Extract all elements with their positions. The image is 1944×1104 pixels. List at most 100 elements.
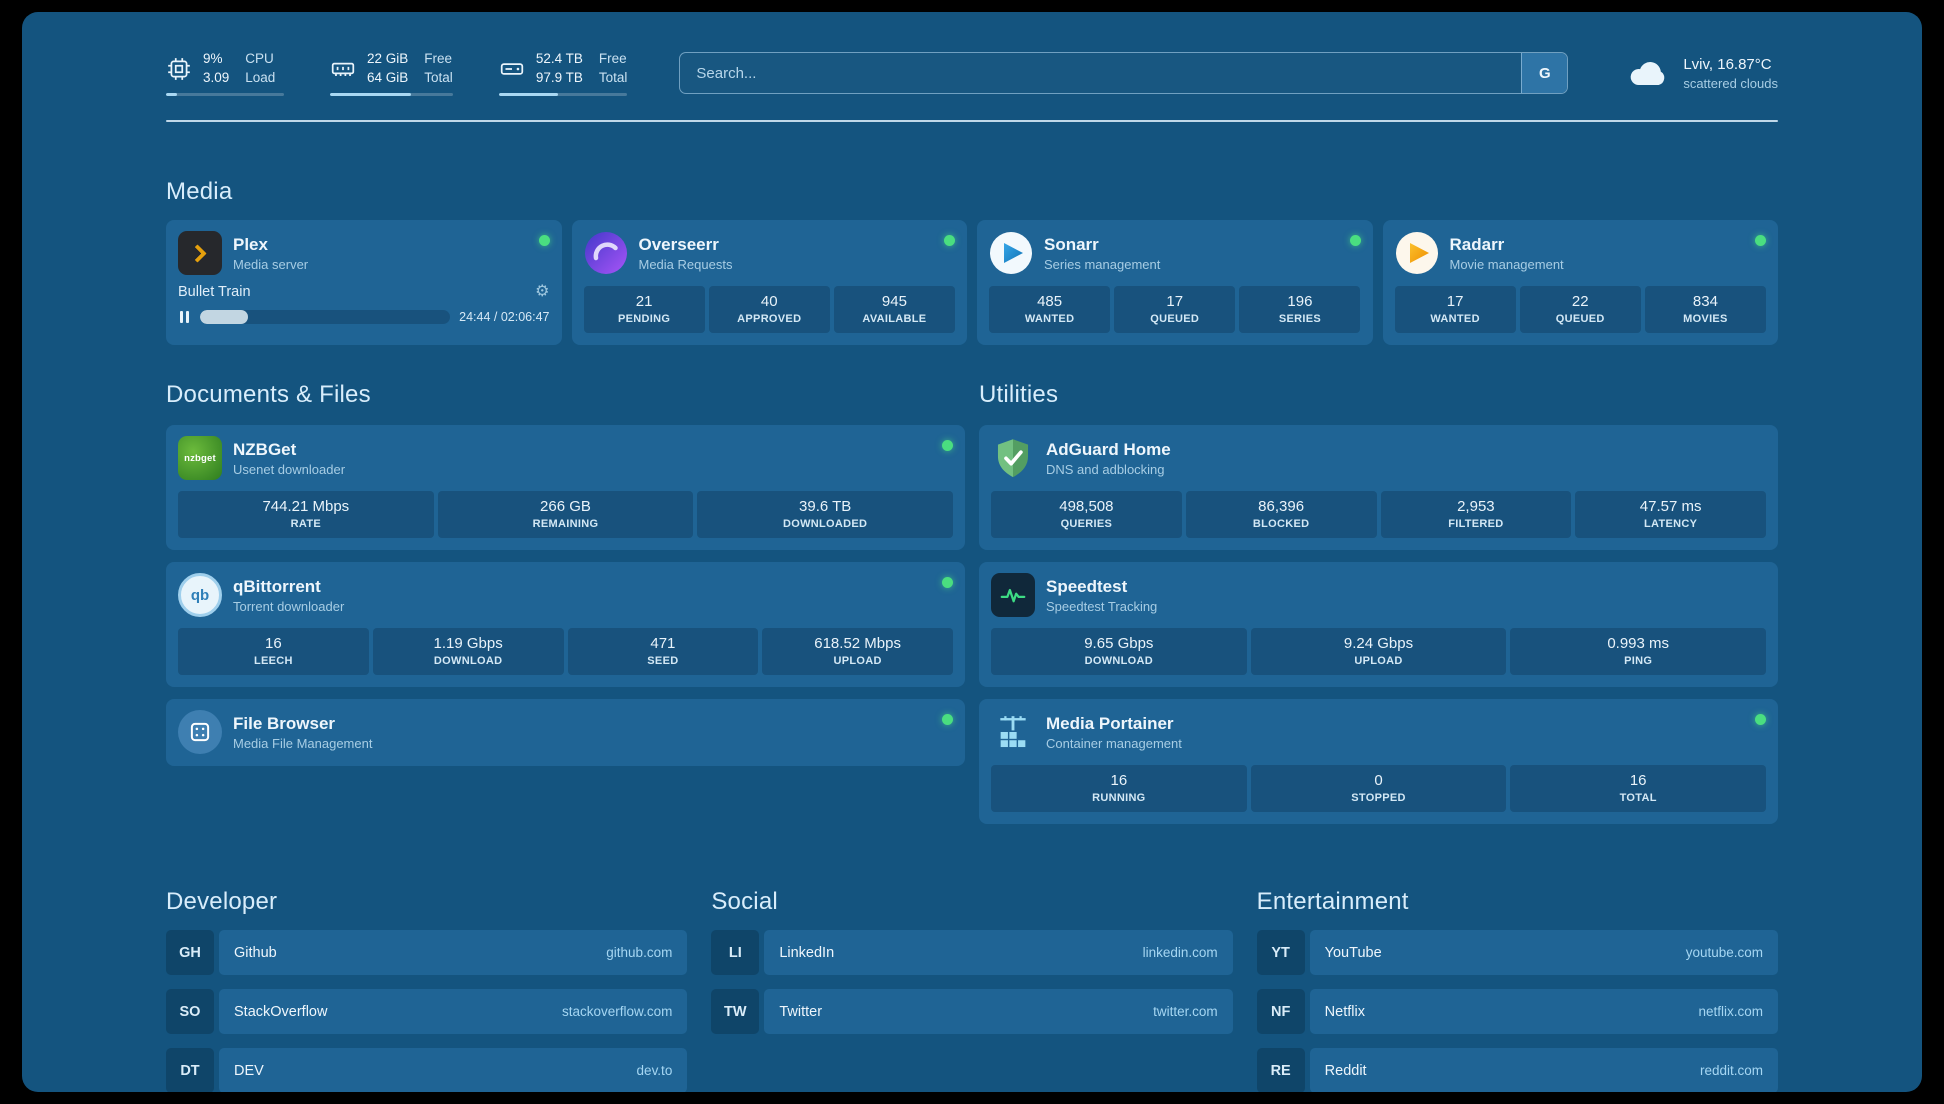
disk-usage-bar — [498, 93, 628, 97]
stat-label: RUNNING — [1092, 792, 1146, 804]
stat-upload: 618.52 Mbps UPLOAD — [762, 628, 953, 675]
stat-label: UPLOAD — [833, 655, 882, 667]
stat-value: 16 — [1110, 772, 1128, 789]
stat-label: QUERIES — [1060, 518, 1113, 530]
section-title-entertainment: Entertainment — [1256, 888, 1409, 915]
ram-usage-bar — [330, 93, 453, 97]
bookmark-dev[interactable]: DT DEV dev.to — [166, 1048, 688, 1092]
stat-value: 86,396 — [1258, 498, 1305, 515]
now-playing-title: Bullet Train — [178, 284, 251, 300]
stat-downloaded: 39.6 TB DOWNLOADED — [697, 491, 953, 538]
bookmark-bar: DEV dev.to — [219, 1048, 688, 1092]
stat-label: UPLOAD — [1354, 655, 1403, 667]
service-card-adguard[interactable]: AdGuard Home DNS and adblocking 498,508 … — [979, 425, 1778, 550]
ram-label-bottom: Total — [424, 69, 453, 85]
stat-label: RATE — [290, 518, 321, 530]
service-card-nzbget[interactable]: nzbget NZBGet Usenet downloader 744.21 M… — [166, 425, 965, 550]
disk-label-top: Free — [598, 50, 627, 66]
disk-label-bottom: Total — [598, 69, 628, 85]
bookmark-stackoverflow[interactable]: SO StackOverflow stackoverflow.com — [166, 989, 688, 1034]
bookmark-group-social: Social LI LinkedIn linkedin.com TW Twitt… — [711, 888, 1233, 1034]
stat-download: 1.19 Gbps DOWNLOAD — [372, 628, 564, 675]
bookmark-abbr: SO — [166, 989, 214, 1034]
ram-value-free: 22 GiB — [367, 50, 409, 66]
cloud-icon — [1626, 57, 1670, 89]
service-subtitle: Movie management — [1449, 256, 1564, 272]
service-card-radarr[interactable]: Radarr Movie management 17 WANTED 22 QUE… — [1382, 220, 1778, 345]
service-card-speedtest[interactable]: Speedtest Speedtest Tracking 9.65 Gbps D… — [979, 562, 1778, 687]
service-card-filebrowser[interactable]: File Browser Media File Management — [166, 699, 965, 766]
stat-label: TOTAL — [1619, 792, 1657, 804]
documents-column: Documents & Files nzbget NZBGet Usenet d… — [166, 381, 965, 766]
service-subtitle: Usenet downloader — [233, 461, 346, 477]
adguard-icon — [991, 436, 1035, 480]
stat-label: DOWNLOAD — [1084, 655, 1154, 667]
service-card-overseerr[interactable]: Overseerr Media Requests 21 PENDING 40 A… — [571, 220, 967, 345]
stat-label: REMAINING — [532, 518, 599, 530]
status-dot — [942, 440, 953, 451]
portainer-icon — [991, 710, 1035, 754]
service-card-plex[interactable]: Plex Media server Bullet Train ⚙ 24:44 /… — [166, 220, 562, 345]
bookmark-bar: Github github.com — [219, 930, 688, 975]
playback-progress-bar[interactable] — [200, 310, 451, 324]
stat-value: 471 — [650, 635, 676, 652]
stat-label: SERIES — [1278, 313, 1321, 325]
service-name: Speedtest — [1046, 576, 1128, 596]
cpu-label-bottom: Load — [245, 69, 276, 85]
service-subtitle: Series management — [1044, 256, 1161, 272]
stat-remaining: 266 GB REMAINING — [437, 491, 694, 538]
bookmark-netflix[interactable]: NF Netflix netflix.com — [1256, 989, 1778, 1034]
bookmark-bar: LinkedIn linkedin.com — [764, 930, 1233, 975]
bookmark-github[interactable]: GH Github github.com — [166, 930, 688, 975]
service-card-qbittorrent[interactable]: qb qBittorrent Torrent downloader 16 LEE… — [166, 562, 965, 687]
stat-wanted: 17 WANTED — [1394, 286, 1516, 333]
pause-button[interactable] — [178, 309, 191, 325]
bookmark-youtube[interactable]: YT YouTube youtube.com — [1256, 930, 1778, 975]
stat-label: SEED — [647, 655, 679, 667]
search-provider-button[interactable]: G — [1521, 53, 1568, 93]
section-title-developer: Developer — [166, 888, 278, 915]
bookmark-twitter[interactable]: TW Twitter twitter.com — [711, 989, 1233, 1034]
stat-value: 39.6 TB — [799, 498, 852, 515]
stat-queries: 498,508 QUERIES — [991, 491, 1182, 538]
bookmark-url: github.com — [606, 945, 673, 960]
stat-label: QUEUED — [1150, 313, 1200, 325]
stat-value: 498,508 — [1059, 498, 1114, 515]
service-name: Sonarr — [1044, 234, 1099, 254]
search-bar: G — [679, 52, 1569, 94]
cpu-value-load: 3.09 — [203, 69, 230, 85]
bookmark-name: Reddit — [1324, 1062, 1367, 1079]
bookmark-url: netflix.com — [1698, 1004, 1763, 1019]
stat-seed: 471 SEED — [567, 628, 759, 675]
ram-widget: 22 GiB 64 GiB Free Total — [330, 50, 453, 97]
bookmark-linkedin[interactable]: LI LinkedIn linkedin.com — [711, 930, 1233, 975]
bookmark-abbr: YT — [1256, 930, 1305, 975]
bookmark-bar: Reddit reddit.com — [1309, 1048, 1778, 1092]
service-card-portainer[interactable]: Media Portainer Container management 16 … — [979, 699, 1778, 824]
service-name: File Browser — [233, 713, 336, 733]
plex-icon — [178, 231, 222, 275]
bookmark-abbr: DT — [166, 1048, 214, 1092]
bookmark-name: Github — [234, 944, 277, 961]
weather-widget[interactable]: Lviv, 16.87°C scattered clouds — [1626, 56, 1778, 91]
bookmark-reddit[interactable]: RE Reddit reddit.com — [1256, 1048, 1778, 1092]
bookmark-bar: Netflix netflix.com — [1309, 989, 1778, 1034]
bookmark-url: linkedin.com — [1142, 945, 1218, 960]
stat-queued: 22 QUEUED — [1519, 286, 1641, 333]
media-card-grid: Plex Media server Bullet Train ⚙ 24:44 /… — [166, 220, 1778, 345]
qbittorrent-icon: qb — [178, 573, 222, 617]
bookmark-abbr: RE — [1256, 1048, 1305, 1092]
bookmark-name: Twitter — [779, 1003, 823, 1020]
search-input[interactable] — [680, 53, 1522, 93]
cpu-value-percent: 9% — [203, 50, 223, 66]
disk-widget: 52.4 TB 97.9 TB Free Total — [498, 50, 628, 97]
service-card-sonarr[interactable]: Sonarr Series management 485 WANTED 17 Q… — [977, 220, 1373, 345]
stat-value: 834 — [1692, 293, 1718, 310]
topbar-divider — [166, 120, 1778, 122]
settings-gear-icon[interactable]: ⚙ — [535, 283, 550, 300]
disk-value-total: 97.9 TB — [535, 69, 583, 85]
stat-value: 16 — [265, 635, 282, 652]
topbar: 9% 3.09 CPU Load — [166, 42, 1778, 104]
bookmark-abbr: GH — [166, 930, 214, 975]
disk-usage-fill — [498, 93, 558, 97]
